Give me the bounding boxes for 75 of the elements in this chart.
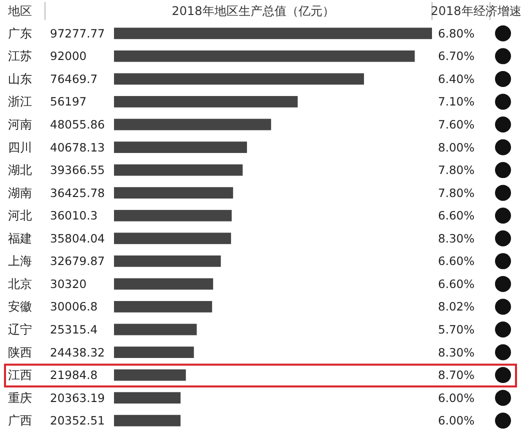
- text: 5.70%: [438, 322, 475, 336]
- bar: [114, 210, 232, 222]
- y-tick-label: 北京: [8, 276, 32, 291]
- y-tick-label: 安徽: [8, 300, 32, 314]
- text: 8.30%: [438, 231, 475, 246]
- text: 8.02%: [438, 300, 475, 314]
- bar: [114, 96, 298, 108]
- bar: [114, 392, 181, 404]
- bar: [114, 369, 186, 381]
- y-tick-label: 湖南: [8, 186, 32, 200]
- text: 7.80%: [438, 163, 475, 178]
- y-tick-label: 广东: [8, 26, 32, 40]
- y-axis-title: 地区: [7, 4, 32, 18]
- bar: [114, 118, 272, 130]
- y-tick-label: 辽宁: [8, 322, 32, 336]
- bar: [114, 50, 415, 62]
- text: 7.10%: [438, 94, 475, 109]
- y-tick-label: 浙江: [8, 94, 32, 109]
- text: 6.60%: [438, 254, 475, 268]
- y-tick-label: 四川: [8, 140, 32, 154]
- text: 2018年经济增速: [430, 4, 522, 18]
- bar: [114, 164, 243, 176]
- data-label: 30320: [50, 276, 87, 291]
- data-label: 40678.13: [50, 140, 105, 154]
- text: 8.00%: [438, 140, 475, 154]
- data-label: 32679.87: [50, 254, 105, 268]
- bar: [114, 255, 221, 267]
- data-label: 24438.32: [50, 345, 105, 360]
- data-label: 56197: [50, 94, 87, 109]
- data-label: 97277.77: [50, 26, 105, 40]
- bar: [114, 346, 194, 358]
- text: 8.70%: [438, 368, 475, 382]
- data-label: 25315.4: [50, 322, 98, 336]
- y-tick-label: 山东: [8, 72, 32, 86]
- bar: [114, 301, 212, 312]
- bar: [114, 278, 214, 290]
- y-tick-label: 重庆: [8, 390, 32, 405]
- text: 6.60%: [438, 276, 475, 291]
- y-tick-label: 福建: [8, 231, 32, 246]
- text: 8.30%: [438, 345, 475, 360]
- bar: [114, 73, 364, 85]
- y-tick-label: 河南: [8, 118, 32, 132]
- y-tick-label: 陕西: [8, 345, 32, 360]
- data-label: 20352.51: [50, 414, 105, 428]
- bar: [114, 187, 234, 199]
- chart-title: 2018年地区生产总值（亿元）: [172, 4, 334, 18]
- bar: [114, 414, 181, 426]
- text: 6.00%: [438, 390, 475, 405]
- data-label: 20363.19: [50, 390, 105, 405]
- data-label: 36010.3: [50, 208, 98, 223]
- y-tick-label: 广西: [8, 414, 32, 428]
- data-label: 48055.86: [50, 118, 105, 132]
- text: 6.00%: [438, 414, 475, 428]
- text: 6.70%: [438, 49, 475, 64]
- text: 7.80%: [438, 186, 475, 200]
- text: 6.60%: [438, 208, 475, 223]
- text: 6.80%: [438, 26, 475, 40]
- data-label: 30006.8: [50, 300, 98, 314]
- y-tick-label: 湖北: [8, 163, 32, 178]
- bar: [114, 232, 232, 244]
- bar: [114, 142, 247, 153]
- text: 7.60%: [438, 118, 475, 132]
- y-tick-label: 河北: [8, 208, 32, 223]
- bar: [114, 324, 197, 336]
- y-tick-label: 江西: [8, 368, 32, 382]
- data-label: 92000: [50, 49, 87, 64]
- text: 6.40%: [438, 72, 475, 86]
- data-label: 21984.8: [50, 368, 98, 382]
- data-label: 76469.7: [50, 72, 98, 86]
- data-label: 39366.55: [50, 163, 105, 178]
- y-tick-label: 江苏: [8, 49, 32, 64]
- bar: [114, 28, 432, 40]
- data-label: 35804.04: [50, 231, 105, 246]
- y-tick-label: 上海: [8, 254, 32, 268]
- data-label: 36425.78: [50, 186, 105, 200]
